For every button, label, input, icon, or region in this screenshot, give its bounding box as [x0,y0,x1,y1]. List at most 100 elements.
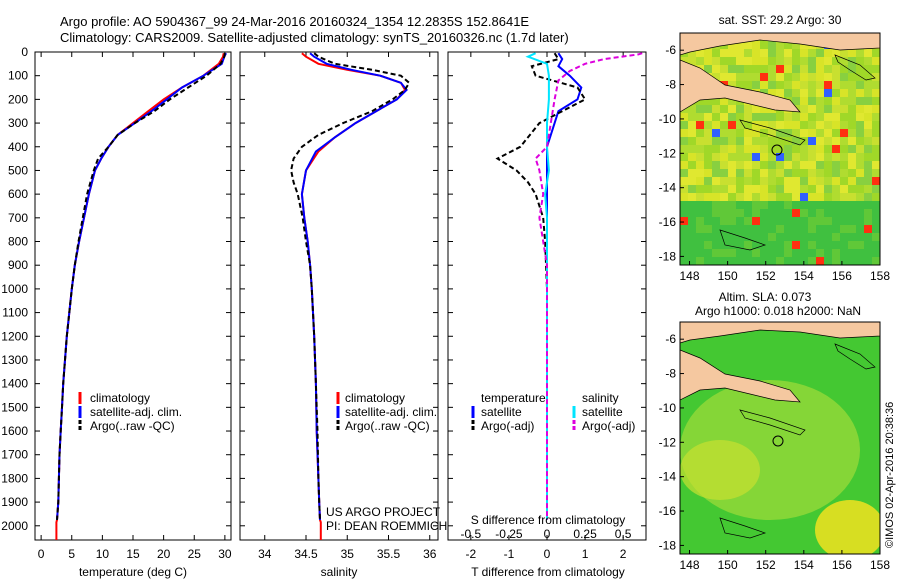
sst-cell [768,65,776,73]
sst-cell [720,57,728,65]
sst-cell [720,121,728,129]
imos-copyright: ©IMOS 02-Apr-2016 20:38:36 [884,402,896,548]
sst-cell [688,233,696,241]
sst-cell [856,153,864,161]
x-tick-label: -1 [504,547,515,561]
sst-cell [800,113,808,121]
sst-cell [704,137,712,145]
depth-tick-label: 300 [8,116,28,130]
sst-cell [760,193,768,201]
sst-cell [848,241,856,249]
sst-cell [808,81,816,89]
sst-cell [752,169,760,177]
sst-cell [840,185,848,193]
sst-cell [736,209,744,217]
sst-cell [760,105,768,113]
sst-cell [816,113,824,121]
sst-cell [776,49,784,57]
sst-cell [784,49,792,57]
t-difference-x-ticks: -2 -1 0 1 2 [466,52,627,561]
sst-cell [736,49,744,57]
map-y-tick-label: -8 [665,78,676,92]
sst-cell [768,121,776,129]
sst-cell [784,41,792,49]
sst-cell [840,137,848,145]
sst-map-title: sat. SST: 29.2 Argo: 30 [719,13,842,27]
sst-cell [744,105,752,113]
sst-cell [824,121,832,129]
salinity-xlabel: salinity [321,565,358,579]
x-tick-label: 0 [38,547,45,561]
sst-cell [848,217,856,225]
map-y-tick-label: -14 [659,470,677,484]
sst-cell [816,185,824,193]
sst-cell [800,169,808,177]
sst-cell [856,177,864,185]
sst-cell [848,129,856,137]
sst-cell [688,217,696,225]
sst-cell [696,137,704,145]
sst-cell [848,97,856,105]
sst-cell [680,161,688,169]
legend-label-climatology: climatology [345,391,405,405]
sst-cell [712,185,720,193]
sst-cell [792,73,800,81]
sst-cell [760,161,768,169]
sst-cell [736,241,744,249]
sst-cell [824,217,832,225]
sst-cell [792,193,800,201]
sst-cell [768,153,776,161]
salinity-x-ticks: 34 34.5 35 35.5 36 [258,52,437,561]
sst-cell [696,185,704,193]
sst-cell [864,113,872,121]
sst-cell [848,193,856,201]
sst-cell [816,153,824,161]
sst-cell [848,169,856,177]
legend-label-climatology: climatology [90,391,150,405]
sst-cell [792,57,800,65]
sst-cell [680,233,688,241]
sst-cell [720,177,728,185]
sst-cell [760,113,768,121]
sst-cell [704,129,712,137]
sst-cell [824,89,832,97]
sst-cell [720,249,728,257]
sst-cell [720,129,728,137]
depth-tick-label: 1200 [1,329,28,343]
sst-cell [720,113,728,121]
sst-cell [752,145,760,153]
sst-cell [824,113,832,121]
sst-cell [800,185,808,193]
sst-cell [728,73,736,81]
sst-cell [832,185,840,193]
sla-anomaly-west [680,440,760,500]
sst-cell [824,145,832,153]
sst-cell [696,169,704,177]
sst-cell [864,225,872,233]
sst-cell [752,225,760,233]
sst-cell [832,73,840,81]
sst-cell [840,81,848,89]
sst-cell [696,177,704,185]
legend-label-argo: Argo(..raw -QC) [90,419,175,433]
sst-cell [840,97,848,105]
sst-cell [808,169,816,177]
s-difference-xlabel: S difference from climatology [471,513,626,527]
sst-cell [872,209,880,217]
sst-cell [864,177,872,185]
sst-cell [816,65,824,73]
sst-cell [704,257,712,265]
sst-cell [696,129,704,137]
sst-cell [848,161,856,169]
sst-cell [768,49,776,57]
depth-tick-label: 1600 [1,424,28,438]
sst-cell [760,145,768,153]
sst-cell [808,257,816,265]
sst-cell [696,241,704,249]
sst-cell [856,129,864,137]
sst-cell [752,209,760,217]
legend-title-temperature: temperature [481,391,546,405]
sst-cell [728,65,736,73]
sst-cell [744,73,752,81]
sst-cell [760,209,768,217]
